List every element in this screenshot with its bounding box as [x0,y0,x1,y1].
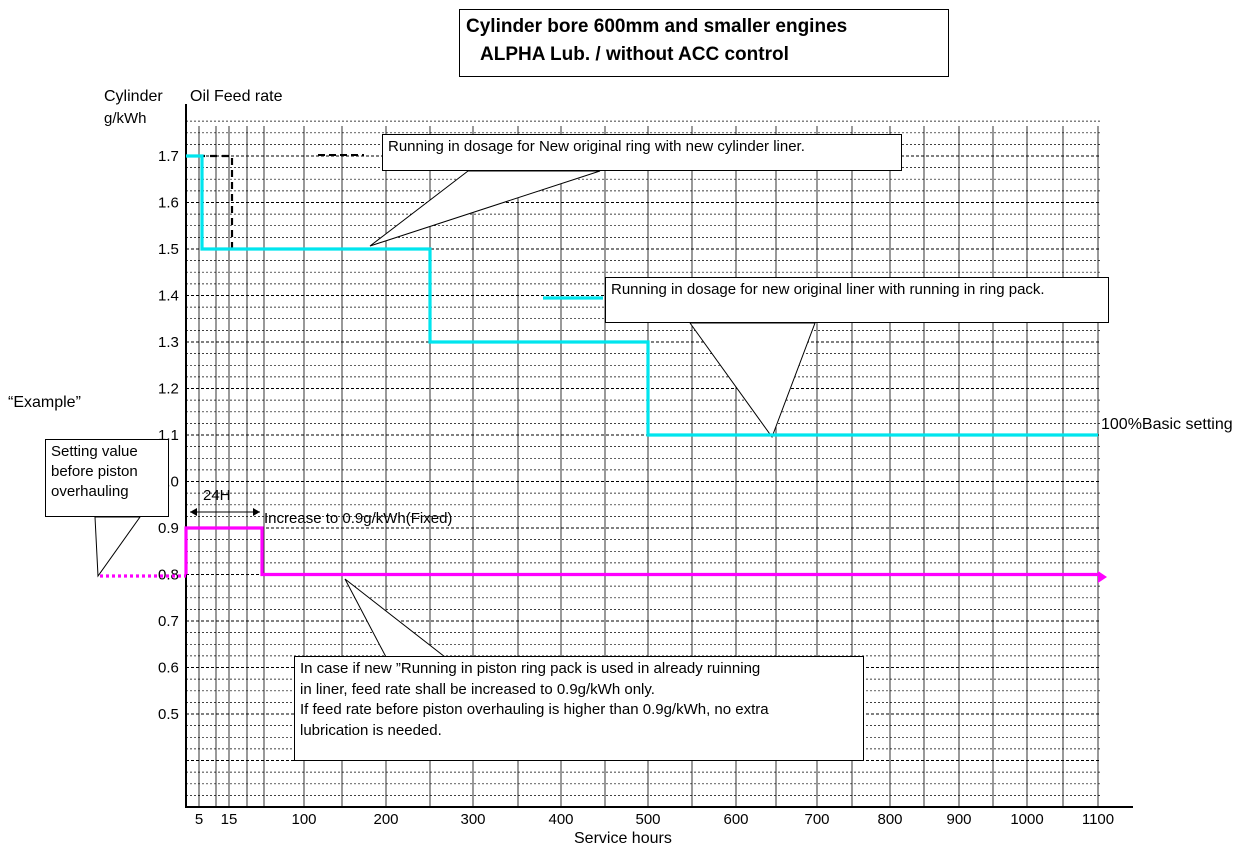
x-tick-label: 900 [946,811,971,828]
example-label: “Example” [8,394,81,411]
callout-setting-value: Setting value before piston overhauling [45,439,169,517]
x-tick-label: 100 [291,811,316,828]
callout-new-ring-liner: Running in dosage for New original ring … [382,134,902,171]
y-tick-label: 1.7 [158,148,179,165]
y-axis-title-feed-rate: Oil Feed rate [190,88,283,105]
y-tick-label: 1.5 [158,241,179,258]
y-tick-label: 0.9 [158,520,179,537]
span-24h-arrow-right [253,508,260,516]
callout-note: In case if new ”Running in piston ring p… [294,656,864,761]
y-tick-label: 0.5 [158,706,179,723]
pointer-new-liner [689,322,816,439]
pointer-new-ring-liner [369,170,601,247]
chart-subtitle: ALPHA Lub. / without ACC control [480,44,789,65]
example-arrow-head [1098,571,1107,583]
x-tick-label: 400 [548,811,573,828]
callout-new-liner: Running in dosage for new original liner… [605,277,1109,323]
x-axis-title: Service hours [574,830,672,847]
x-tick-label: 800 [877,811,902,828]
y-axis-unit: g/kWh [104,110,147,127]
note-line: in liner, feed rate shall be increased t… [300,680,655,698]
chart-title: Cylinder bore 600mm and smaller engines [466,16,848,37]
annotation-marks [100,154,1107,583]
series-line-new-liner [186,154,1098,437]
y-tick-label: 0.7 [158,613,179,630]
x-tick-label: 300 [460,811,485,828]
x-tick-label: 500 [635,811,660,828]
y-tick-label: 1.6 [158,195,179,212]
basic-setting-label: 100%Basic setting [1101,416,1233,433]
series-lines [184,154,1098,577]
chart-title-box: Cylinder bore 600mm and smaller engines … [459,9,949,77]
y-tick-label: 1.2 [158,381,179,398]
note-line: lubrication is needed. [300,721,442,739]
y-tick-label: 0.6 [158,660,179,677]
x-tick-label: 1100 [1082,811,1114,828]
increase-label: Increase to 0.9g/kWh(Fixed) [264,510,453,527]
pointer-setting-value [94,516,141,578]
y-tick-label: 1.4 [158,288,179,305]
y-tick-label: 1.3 [158,334,179,351]
x-tick-label: 1000 [1010,811,1043,828]
y-axis-title-cylinder: Cylinder [104,88,163,105]
span-24h-arrow-left [190,508,197,516]
x-tick-label: 700 [804,811,829,828]
x-tick-label: 200 [373,811,398,828]
x-tick-label: 15 [221,811,238,828]
series-line-example [184,526,1098,577]
x-tick-label: 5 [195,811,203,828]
span-24h-label: 24H [203,487,231,504]
note-line: In case if new ”Running in piston ring p… [300,660,761,677]
note-line: If feed rate before piston overhauling i… [300,701,769,718]
x-tick-label: 600 [723,811,748,828]
axes [185,104,1133,808]
